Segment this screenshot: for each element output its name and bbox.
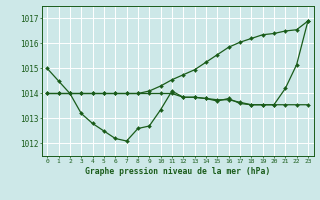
X-axis label: Graphe pression niveau de la mer (hPa): Graphe pression niveau de la mer (hPa) — [85, 167, 270, 176]
